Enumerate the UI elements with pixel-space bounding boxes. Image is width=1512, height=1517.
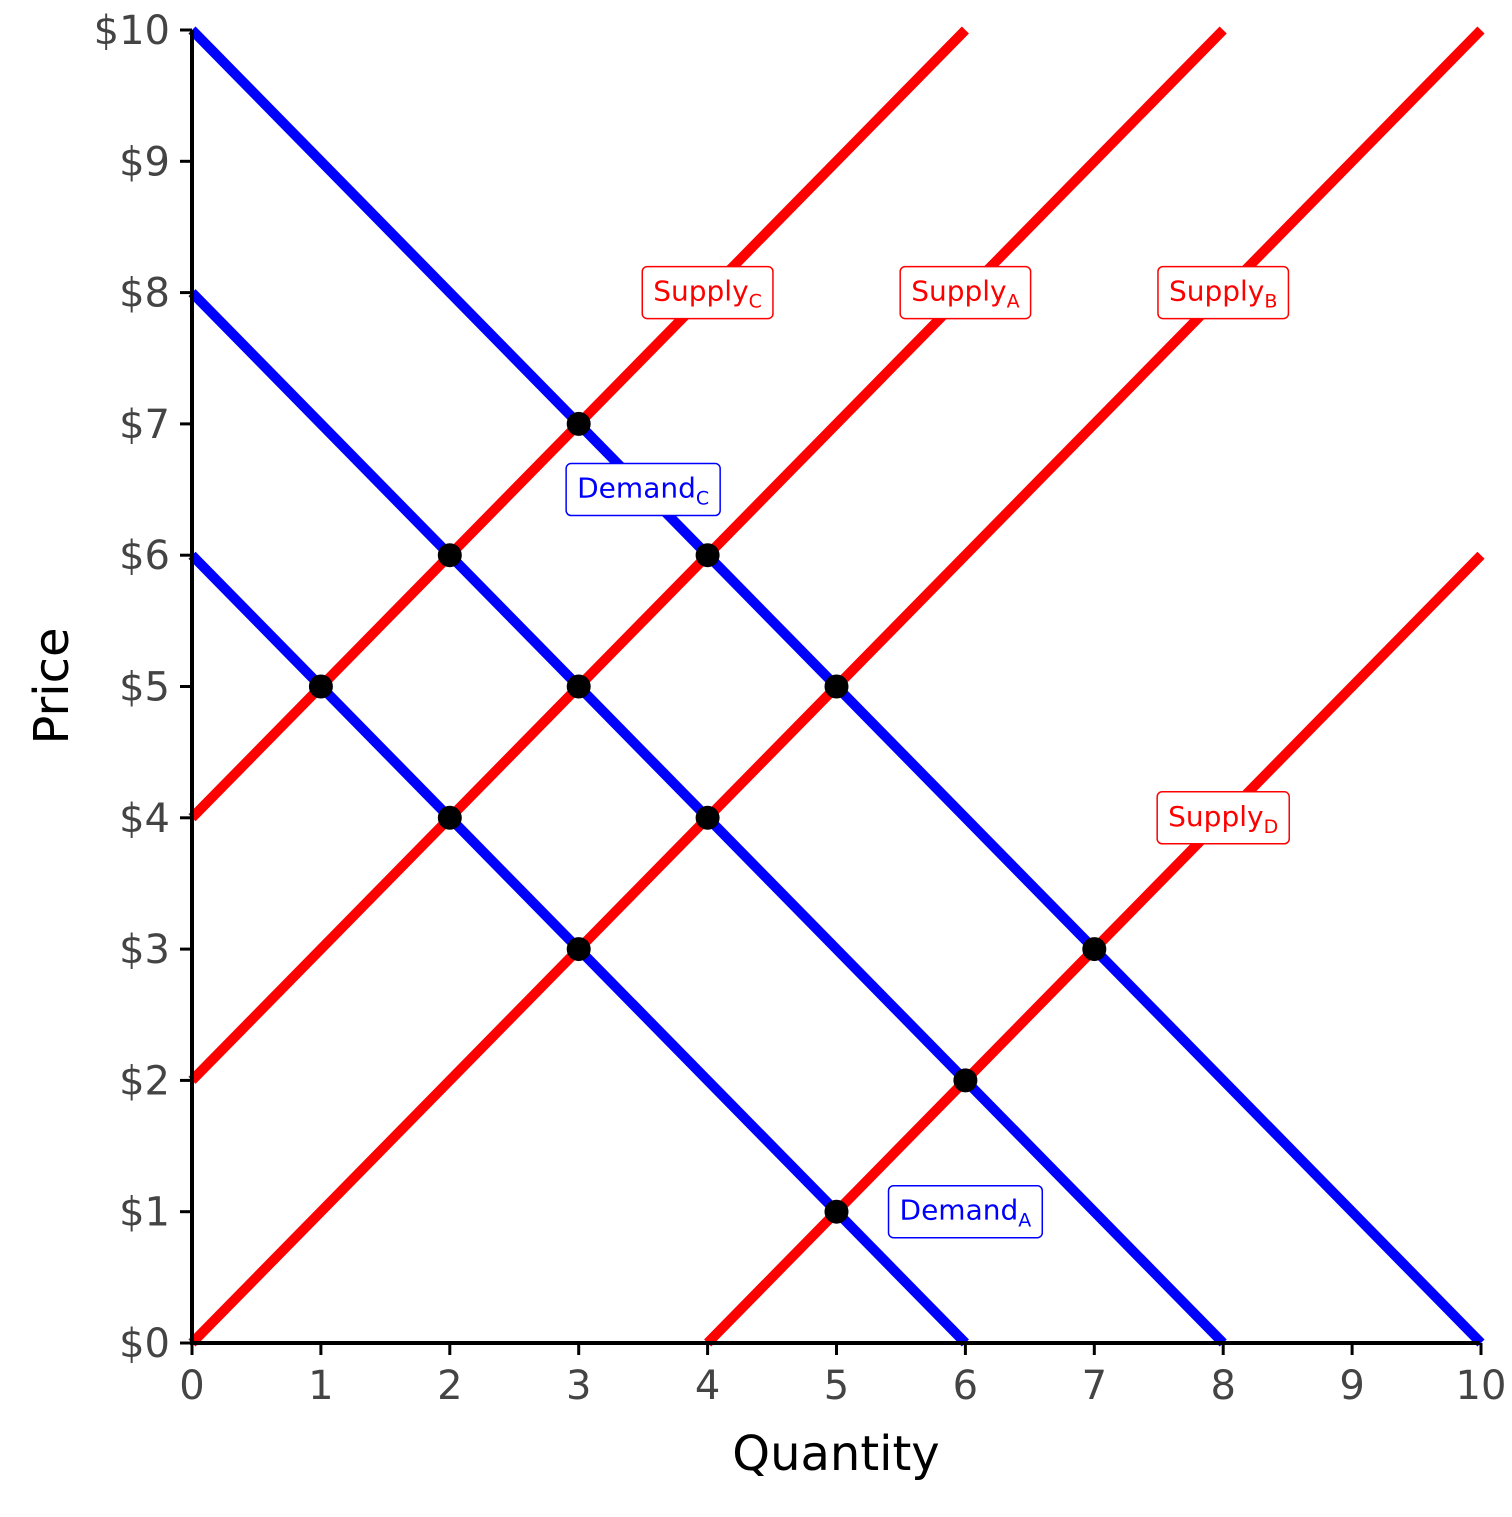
- y-tick-label: $2: [119, 1058, 170, 1104]
- equilibrium-point-layer: [308, 411, 1107, 1224]
- label-main: Supply: [911, 275, 1006, 308]
- demand-label-a: DemandA: [887, 1184, 1044, 1239]
- x-axis-title: Quantity: [732, 1426, 939, 1482]
- label-text: DemandC: [577, 472, 709, 510]
- supply-label-d: SupplyD: [1156, 791, 1290, 845]
- equilibrium-point: [1082, 937, 1107, 962]
- label-box: [1157, 265, 1290, 320]
- y-tick-label: $7: [119, 402, 170, 448]
- label-text: SupplyC: [653, 275, 762, 313]
- y-tick-label: $8: [119, 271, 170, 317]
- label-text: SupplyB: [1169, 275, 1277, 313]
- x-tick-label: 10: [1456, 1363, 1507, 1409]
- label-text: SupplyD: [1168, 800, 1278, 838]
- label-main: Supply: [653, 275, 748, 308]
- supply-label-a: SupplyA: [899, 265, 1032, 320]
- equilibrium-point: [824, 1199, 849, 1224]
- supply-label-b: SupplyB: [1157, 265, 1290, 320]
- y-tick-label: $6: [119, 533, 170, 579]
- label-text: DemandA: [900, 1194, 1032, 1232]
- y-tick-label: $5: [119, 665, 170, 711]
- label-subscript: C: [696, 488, 709, 510]
- x-tick-label: 3: [566, 1363, 591, 1409]
- x-tick-label: 7: [1082, 1363, 1107, 1409]
- label-main: Supply: [1168, 800, 1263, 833]
- tick-layer: 0 1 2 3 4 5 6 7 8 9 10 $0 $1 $2 $3 $4 $5 $6 $7 $8 $9 $10: [94, 8, 1507, 1409]
- label-box: [565, 462, 721, 517]
- x-tick-label: 0: [179, 1363, 204, 1409]
- label-subscript: D: [1264, 816, 1279, 838]
- equilibrium-point: [953, 1068, 978, 1093]
- label-box: [641, 265, 774, 320]
- equilibrium-point: [695, 543, 720, 568]
- label-subscript: B: [1264, 291, 1277, 313]
- y-tick-label: $9: [119, 139, 170, 185]
- x-tick-label: 2: [437, 1363, 462, 1409]
- y-tick-label: $10: [94, 8, 170, 54]
- x-tick-label: 8: [1210, 1363, 1235, 1409]
- y-tick-label: $1: [119, 1190, 170, 1236]
- x-tick-label: 5: [824, 1363, 849, 1409]
- label-box: [1156, 791, 1290, 845]
- x-tick-label: 1: [308, 1363, 333, 1409]
- label-subscript: C: [749, 291, 762, 313]
- equilibrium-point: [566, 411, 591, 436]
- label-main: Demand: [577, 472, 696, 505]
- y-tick-label: $4: [119, 796, 170, 842]
- equilibrium-point: [437, 543, 462, 568]
- y-tick-label: $0: [119, 1321, 170, 1367]
- label-subscript: A: [1007, 291, 1020, 313]
- equilibrium-point: [566, 674, 591, 699]
- equilibrium-point: [695, 805, 720, 830]
- y-axis-title: Price: [24, 627, 80, 744]
- label-main: Supply: [1169, 275, 1264, 308]
- equilibrium-point: [437, 805, 462, 830]
- equilibrium-point: [824, 674, 849, 699]
- label-subscript: A: [1018, 1210, 1031, 1232]
- label-box: [899, 265, 1032, 320]
- equilibrium-point: [566, 937, 591, 962]
- y-tick-label: $3: [119, 927, 170, 973]
- label-box: [887, 1184, 1044, 1239]
- x-tick-label: 6: [953, 1363, 978, 1409]
- label-main: Demand: [900, 1194, 1019, 1227]
- equilibrium-point: [308, 674, 333, 699]
- x-tick-label: 9: [1339, 1363, 1364, 1409]
- label-text: SupplyA: [911, 275, 1019, 313]
- demand-label-c: DemandC: [565, 462, 721, 517]
- supply-label-c: SupplyC: [641, 265, 774, 320]
- x-tick-label: 4: [695, 1363, 720, 1409]
